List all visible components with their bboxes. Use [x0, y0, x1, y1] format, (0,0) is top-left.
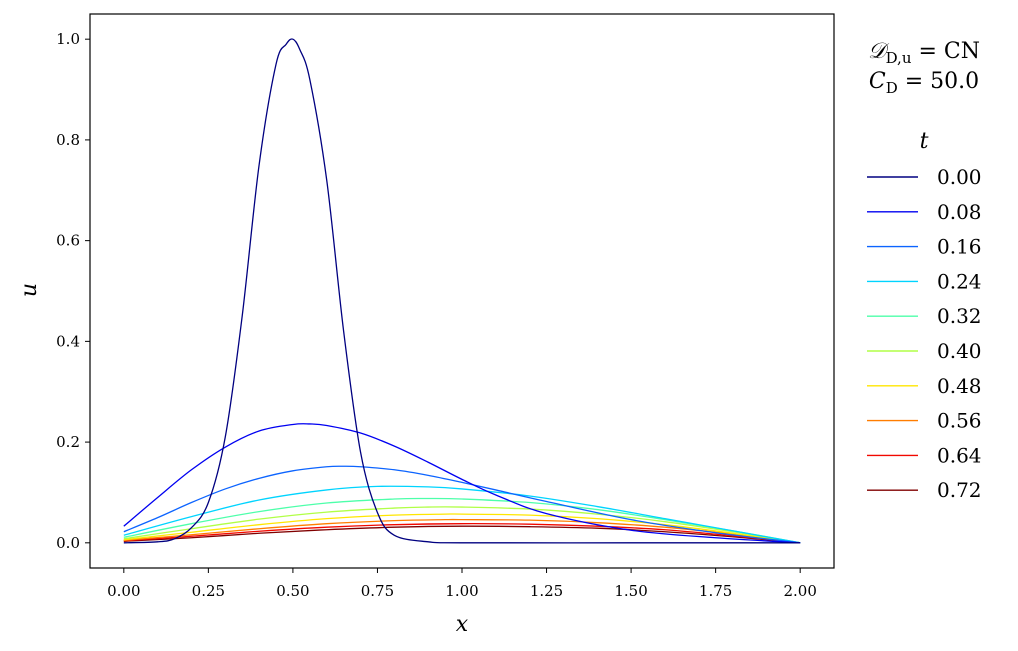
legend-label: 0.72: [937, 478, 982, 502]
series-line-t-0.32: [123, 497, 801, 544]
annotation-line-1: 𝒟D,u = CN: [868, 39, 980, 67]
y-axis-ticks: 0.0 0.2 0.4 0.6 0.8 1.0: [56, 30, 90, 552]
series-line-t-0.48: [123, 513, 801, 544]
x-tick-label: 1.50: [614, 582, 647, 600]
y-tick-label: 0.8: [56, 131, 80, 149]
legend-item: 0.24: [867, 269, 982, 293]
x-tick-label: 1.00: [445, 582, 478, 600]
y-tick-label: 1.0: [56, 30, 80, 48]
legend-label: 0.32: [937, 304, 982, 328]
legend-item: 0.48: [867, 374, 982, 398]
x-tick-label: 1.75: [699, 582, 732, 600]
legend-label: 0.24: [937, 269, 982, 293]
series-line-t-0.64: [123, 523, 801, 544]
legend-item: 0.72: [867, 478, 982, 502]
plot-frame: [89, 13, 835, 569]
legend-item: 0.40: [867, 339, 982, 363]
series-line-t-0.08: [123, 423, 801, 544]
y-axis-label: u: [17, 283, 42, 297]
x-axis-label: x: [456, 612, 469, 637]
legend-label: 0.00: [937, 165, 982, 189]
series-line-t-0.00: [123, 38, 801, 544]
x-tick-label: 0.75: [361, 582, 394, 600]
legend-label: 0.08: [937, 200, 982, 224]
x-tick-label: 0.50: [276, 582, 309, 600]
x-tick-label: 1.25: [530, 582, 563, 600]
legend-label: 0.40: [937, 339, 982, 363]
annotation-box: 𝒟D,u = CN CD = 50.0: [868, 39, 980, 97]
x-axis-ticks: 0.00 0.25 0.50 0.75 1.00 1.25 1.50 1.75 2.00: [107, 568, 817, 600]
x-tick-label: 0.25: [192, 582, 225, 600]
legend: 0.00 0.08 0.16 0.24 0.32 0.40 0.48 0.56 0.64 0.72: [867, 165, 982, 502]
series-line-t-0.40: [123, 506, 801, 544]
legend-item: 0.64: [867, 443, 982, 467]
y-tick-label: 0.4: [56, 332, 80, 350]
legend-item: 0.00: [867, 165, 982, 189]
series-line-t-0.24: [123, 485, 801, 544]
legend-item: 0.56: [867, 409, 982, 433]
legend-item: 0.08: [867, 200, 982, 224]
annotation-line-2: CD = 50.0: [869, 69, 979, 97]
series-line-t-0.56: [123, 518, 801, 544]
legend-label: 0.16: [937, 235, 982, 259]
series-line-t-0.16: [123, 465, 801, 544]
legend-item: 0.32: [867, 304, 982, 328]
legend-label: 0.64: [937, 443, 982, 467]
legend-item: 0.16: [867, 235, 982, 259]
series-line-t-0.72: [123, 525, 801, 544]
x-tick-label: 0.00: [107, 582, 140, 600]
x-tick-label: 2.00: [783, 582, 816, 600]
y-tick-label: 0.2: [56, 433, 80, 451]
plot-series: [123, 38, 801, 544]
legend-label: 0.48: [937, 374, 982, 398]
legend-title: t: [920, 129, 929, 154]
y-tick-label: 0.0: [56, 534, 80, 552]
legend-label: 0.56: [937, 409, 982, 433]
y-tick-label: 0.6: [56, 232, 80, 250]
